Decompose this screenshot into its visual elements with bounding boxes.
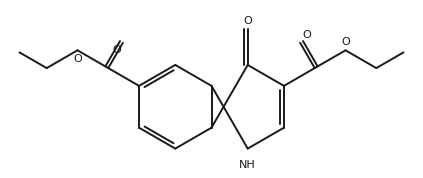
Text: O: O <box>302 30 311 40</box>
Text: NH: NH <box>239 160 256 170</box>
Text: O: O <box>341 37 350 47</box>
Text: O: O <box>73 54 82 64</box>
Text: O: O <box>112 45 121 55</box>
Text: O: O <box>243 17 252 27</box>
